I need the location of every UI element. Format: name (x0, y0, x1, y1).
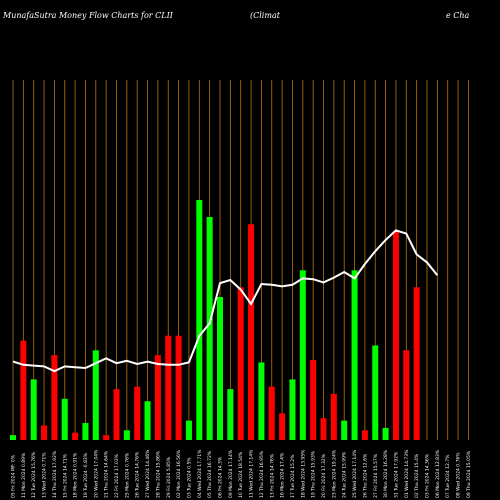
money-flow-bar (351, 270, 358, 440)
x-tick-label: 09 Thu 2024 15.05% (466, 450, 472, 498)
x-tick-label: 26 Tue 2024 14.76% (135, 451, 141, 498)
x-tick-label: 09 Mon 2024 17.14% (228, 449, 234, 498)
x-tick-label: 02 Mon 2024 16.56% (176, 449, 182, 498)
x-tick-label: 16 Mon 2024 17.4% (280, 452, 286, 498)
money-flow-bar (227, 389, 234, 440)
x-tick-label: 13 Fri 2024 14.76% (269, 453, 275, 498)
x-tick-label: 29 Fri 2024 5.85% (166, 456, 172, 498)
chart-title-right-cont: e Cha (446, 11, 470, 20)
x-tick-label: 17 Tue 2024 15.2% (290, 454, 296, 498)
money-flow-bar (92, 350, 99, 440)
x-tick-label: 11 Wed 2024 17.14% (249, 449, 255, 498)
x-tick-label: 12 Tue 2024 15.76% (31, 451, 37, 498)
money-flow-bar (10, 435, 16, 440)
x-tick-label: 06 Fri 2024 14.3% (218, 456, 224, 498)
money-flow-bar (289, 379, 296, 440)
x-tick-label: 19 Thu 2024 15.93% (311, 450, 317, 498)
money-flow-bar (123, 430, 130, 440)
money-flow-bar (185, 420, 192, 440)
x-tick-label: 20 Fri 2024 17.32% (321, 453, 327, 498)
x-tick-label: 14 Thu 2024 17.92% (52, 450, 58, 498)
money-flow-bar (258, 362, 265, 440)
money-flow-bar (237, 287, 244, 440)
money-flow-bar (382, 427, 389, 440)
money-flow-bar (299, 270, 306, 440)
money-flow-bar (41, 425, 48, 440)
money-flow-bar (51, 355, 58, 440)
x-tick-label: 18 Wed 2024 13.95% (300, 449, 306, 498)
money-flow-bar (30, 379, 37, 440)
money-flow-bar (175, 335, 182, 440)
money-flow-bar (144, 401, 151, 440)
x-tick-label: 31 Tue 2024 17.92% (393, 451, 399, 498)
money-flow-bar (268, 386, 275, 440)
x-tick-label: 28 Thu 2024 15.86% (155, 450, 161, 498)
x-tick-label: 01 Wed 2024 14.73% (404, 449, 410, 498)
money-flow-bar (392, 231, 399, 440)
x-tick-label: 06 Mon 2024 12.83% (435, 449, 441, 498)
chart-title-right: (Climat (250, 11, 281, 20)
chart-title: MunafaSutra Money Flow Charts for CLII (2, 11, 174, 20)
price-line (12, 229, 439, 373)
x-tick-label: 11 Mon 2024 0.89% (21, 452, 27, 498)
x-tick-label: 30 Mon 2024 16.28% (383, 449, 389, 498)
x-tick-label: 13 Wed 2024 0.71% (42, 452, 48, 498)
x-tick-label: 07 Tue 2024 12.7% (445, 454, 451, 498)
x-tick-label: 23 Mon 2024 19.24% (331, 449, 337, 498)
money-flow-bar (320, 418, 327, 440)
money-flow-bar (61, 398, 68, 440)
money-flow-bar (154, 355, 161, 440)
money-flow-bar (20, 340, 27, 440)
x-tick-label: 05 Fri 2024 MF: 0% (11, 454, 17, 498)
money-flow-bar (196, 200, 203, 440)
x-tick-label: 12 Thu 2024 16.95% (259, 450, 265, 498)
x-tick-label: 27 Wed 2024 14.46% (145, 449, 151, 498)
money-flow-bar (134, 386, 141, 440)
x-tick-label: 25 Mon 2024 0.76% (124, 452, 130, 498)
money-flow-bar (361, 430, 368, 440)
bar-series (10, 200, 420, 440)
x-tick-label: 03 Tue 2024 0.5% (186, 457, 192, 498)
x-tick-label: 03 Fri 2024 14.36% (425, 453, 431, 498)
money-flow-bar (103, 435, 110, 440)
money-flow-bar (206, 216, 213, 440)
x-tick-label: 21 Thu 2024 14.64% (104, 450, 110, 498)
x-tick-label: 20 Wed 2024 17.04% (93, 449, 99, 498)
money-flow-bar (248, 224, 255, 440)
money-flow-bar (413, 287, 420, 440)
x-tick-label: 15 Fri 2024 14.71% (62, 453, 68, 498)
money-flow-bar (113, 389, 120, 440)
x-tick-labels: 05 Fri 2024 MF: 0% 11 Mon 2024 0.89% 12 Tu… (11, 449, 472, 498)
money-flow-bar (279, 413, 286, 440)
x-tick-label: 25 Wed 2024 17.14% (352, 449, 358, 498)
x-tick-label: 24 Tue 2024 15.99% (342, 451, 348, 498)
x-tick-label: 08 Wed 2024 0.76% (456, 452, 462, 498)
money-flow-bar (341, 420, 348, 440)
money-flow-bar (165, 335, 172, 440)
money-flow-bar (72, 432, 79, 440)
x-tick-label: 22 Fri 2024 17.03% (114, 453, 120, 498)
x-tick-label: 26 Thu 2024 12.6% (362, 453, 368, 498)
money-flow-bar (82, 423, 89, 440)
x-tick-label: 10 Tue 2024 18.54% (238, 451, 244, 498)
x-tick-label: 05 Thu 2024 16.72% (207, 450, 213, 498)
x-tick-label: 18 Mon 2024 0.91% (73, 452, 79, 498)
x-tick-label: 02 Thu 2024 15.4% (414, 453, 420, 498)
money-flow-bar (217, 296, 223, 440)
x-tick-label: 19 Tue 2024 -0.83% (83, 452, 89, 498)
x-tick-label: 04 Wed 2024 17.71% (197, 449, 203, 498)
money-flow-bar (330, 393, 337, 440)
money-flow-bar (372, 345, 379, 440)
money-flow-bar (310, 360, 317, 440)
money-flow-bar (403, 350, 410, 440)
x-tick-label: 27 Fri 2024 15.57% (373, 453, 379, 498)
